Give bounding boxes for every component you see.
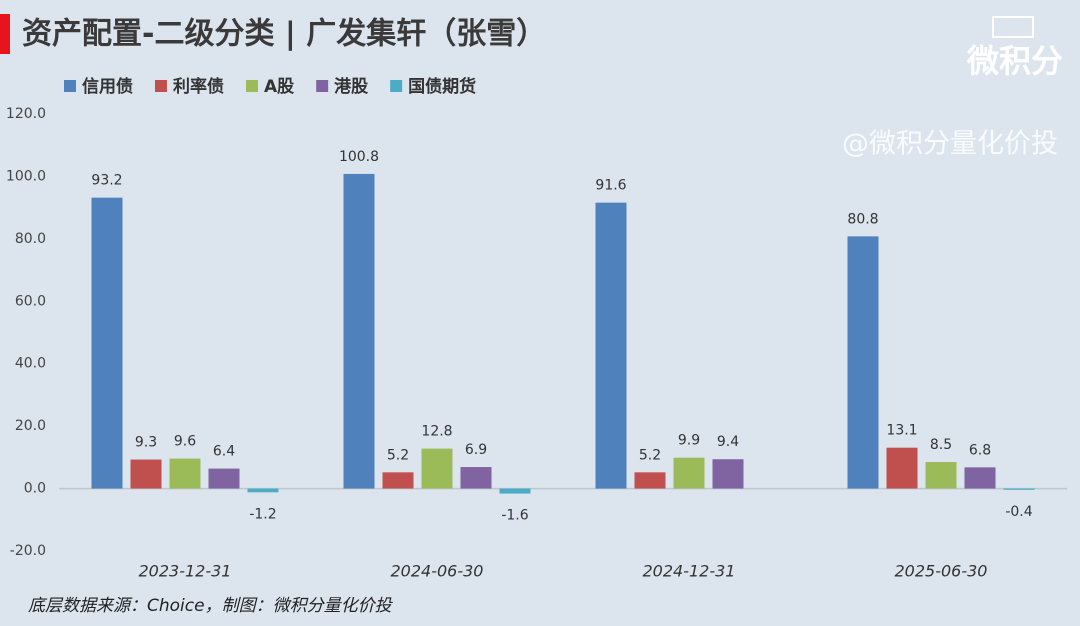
y-tick-label: 20.0 [15,418,46,434]
value-label: 5.2 [639,447,661,463]
legend-swatch [155,80,167,92]
value-label: 9.3 [135,435,157,451]
legend-label: 信用债 [82,76,133,97]
bar [91,197,123,489]
title-marker [0,14,10,54]
source-note: 底层数据来源：Choice，制图：微积分量化价投 [28,596,394,616]
bar [673,457,705,489]
logo-icon [992,16,1034,38]
value-label: 12.8 [421,424,452,440]
bar [247,488,279,493]
value-label: 6.4 [213,444,235,460]
bar [499,488,531,494]
bar [208,468,240,489]
bar [595,202,627,489]
x-tick-label: 2025-06-30 [895,562,988,581]
y-tick-label: 0.0 [24,481,46,497]
value-label: -0.4 [1005,504,1032,520]
value-label: 80.8 [847,211,878,227]
legend-label: 国债期货 [408,76,476,97]
value-label: 6.9 [465,442,487,458]
x-tick-label: 2024-06-30 [391,562,484,581]
bar [712,459,744,489]
chart-title: 资产配置-二级分类 | 广发集轩（张雪） [22,17,546,52]
value-label: -1.2 [249,506,276,522]
bar [925,462,957,489]
value-label: 8.5 [930,437,952,453]
value-label: -1.6 [501,508,528,524]
watermark: @微积分量化价投 [842,129,1058,160]
bar [130,459,162,489]
bar [343,173,375,489]
legend-label: 利率债 [173,76,224,97]
bar [886,447,918,489]
bar [169,458,201,489]
value-label: 9.9 [678,433,700,449]
value-label: 100.8 [339,149,379,165]
x-tick-label: 2024-12-31 [643,562,736,581]
bar [460,467,492,489]
logo: 微积分 [966,42,1063,80]
legend-swatch [64,80,76,92]
x-tick-label: 2023-12-31 [139,562,232,581]
value-label: 5.2 [387,447,409,463]
bar [1003,488,1035,490]
value-label: 91.6 [595,178,626,194]
bar [964,467,996,489]
y-tick-label: 100.0 [6,168,46,184]
legend-label: A股 [264,77,294,97]
legend-swatch [390,80,403,92]
legend-swatch [316,80,329,92]
y-tick-label: 60.0 [15,293,46,309]
y-tick-label: 40.0 [15,356,46,372]
y-tick-label: -20.0 [10,543,46,559]
y-tick-label: 80.0 [15,231,46,247]
value-label: 93.2 [91,173,122,189]
value-label: 6.8 [969,442,991,458]
bar [382,472,414,489]
legend-label: 港股 [334,76,368,97]
bar [634,472,666,489]
legend-swatch [246,80,258,92]
value-label: 13.1 [886,423,917,439]
y-tick-label: 120.0 [6,106,46,122]
value-label: 9.4 [717,434,739,450]
bar [421,448,453,489]
value-label: 9.6 [174,434,196,450]
bar [847,236,879,489]
